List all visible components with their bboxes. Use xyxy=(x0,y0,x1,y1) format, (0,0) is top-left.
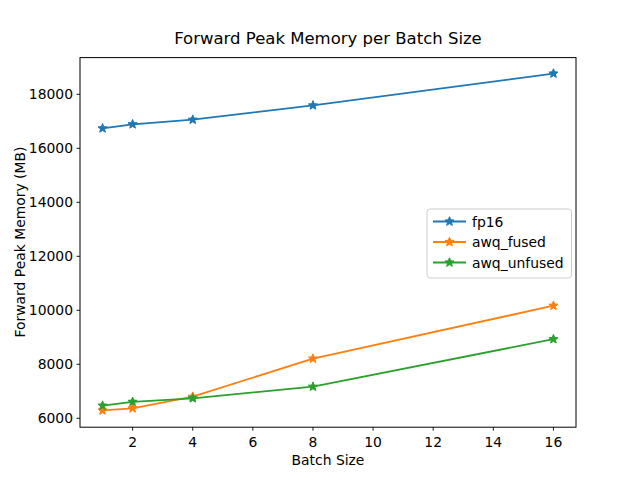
y-tick-label: 6000 xyxy=(38,410,73,426)
figure: 2 4 6 8 10 12 14 16 6000 8000 10000 12000 14000 16000… xyxy=(0,0,640,480)
series-marker-fp16 xyxy=(188,115,197,124)
series-marker-fp16 xyxy=(98,124,107,133)
x-tick-label: 10 xyxy=(364,434,382,450)
series-marker-awq_fused xyxy=(549,301,558,310)
x-tick-label: 14 xyxy=(484,434,502,450)
series-marker-awq_unfused xyxy=(308,382,317,391)
x-axis-label: Batch Size xyxy=(80,452,576,468)
y-tick-label: 8000 xyxy=(38,356,73,372)
y-tick-label: 12000 xyxy=(29,248,73,264)
x-tick-label: 8 xyxy=(309,434,318,450)
legend-item-awq_unfused: awq_unfused xyxy=(472,255,564,271)
x-tick-label: 2 xyxy=(128,434,137,450)
legend-item-awq_fused: awq_fused xyxy=(472,234,546,250)
legend-item-fp16: fp16 xyxy=(472,214,503,230)
series-marker-awq_fused xyxy=(308,354,317,363)
x-tick-label: 4 xyxy=(188,434,197,450)
y-tick-label: 14000 xyxy=(29,194,73,210)
series-marker-fp16 xyxy=(128,119,137,128)
x-tick-label: 16 xyxy=(545,434,563,450)
x-tick-label: 12 xyxy=(424,434,442,450)
y-tick-label: 16000 xyxy=(29,140,73,156)
x-tick-label: 6 xyxy=(248,434,257,450)
series-marker-fp16 xyxy=(549,69,558,78)
chart-title: Forward Peak Memory per Batch Size xyxy=(80,29,576,48)
series-marker-awq_unfused xyxy=(98,401,107,410)
series-marker-awq_unfused xyxy=(128,397,137,406)
y-tick-label: 18000 xyxy=(29,86,73,102)
series-marker-awq_unfused xyxy=(549,334,558,343)
y-tick-label: 10000 xyxy=(29,302,73,318)
series-marker-fp16 xyxy=(308,101,317,110)
y-axis-label: Forward Peak Memory (MB) xyxy=(12,147,28,338)
series-line-awq_unfused xyxy=(103,339,554,405)
series-line-fp16 xyxy=(103,74,554,129)
series-line-awq_fused xyxy=(103,306,554,411)
series-marker-awq_fused xyxy=(128,404,137,413)
plot-area: 2 4 6 8 10 12 14 16 6000 8000 10000 12000 14000 16000… xyxy=(0,0,640,480)
